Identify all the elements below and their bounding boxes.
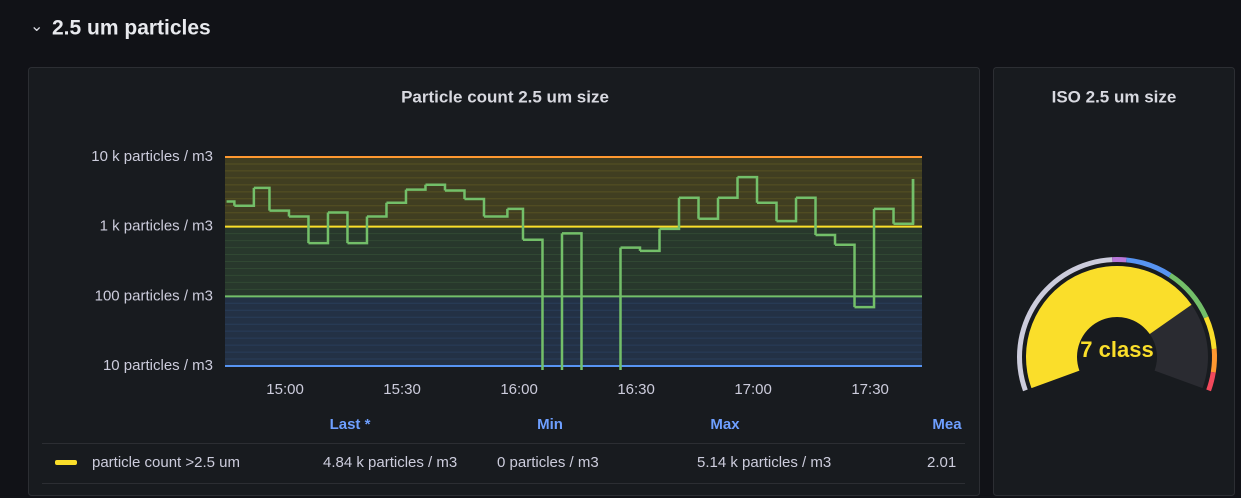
- line-step: [253, 186, 271, 211]
- line-step: [425, 183, 447, 191]
- line-step: [737, 175, 759, 203]
- gauge-threshold: [1168, 273, 1209, 319]
- threshold-band: [225, 296, 922, 366]
- line-step: [483, 208, 509, 218]
- plot-area: [225, 156, 922, 370]
- legend-column-header[interactable]: Last *: [330, 416, 371, 433]
- line-step: [659, 197, 681, 231]
- line-step: [776, 197, 798, 223]
- row-title[interactable]: 2.5 um particles: [52, 17, 211, 40]
- line-step: [796, 196, 817, 235]
- legend-series-name: particle count >2.5 um: [92, 454, 240, 471]
- threshold-band: [225, 157, 922, 227]
- y-tick-label: 1 k particles / m3: [100, 218, 213, 235]
- line-step: [464, 197, 486, 217]
- x-tick-label: 15:30: [383, 381, 421, 398]
- line-step: [640, 228, 661, 253]
- x-tick-label: 17:00: [734, 381, 772, 398]
- x-tick-label: 16:30: [617, 381, 655, 398]
- line-step: [874, 207, 895, 224]
- line-step: [405, 184, 427, 191]
- legend-swatch: [55, 460, 77, 465]
- line-step: [835, 243, 856, 308]
- line-step: [507, 207, 525, 240]
- gauge-value: [1025, 265, 1192, 389]
- line-step: [288, 215, 310, 244]
- legend-column-header[interactable]: Max: [710, 416, 740, 433]
- panel-title[interactable]: ISO 2.5 um size: [1052, 87, 1177, 106]
- legend-column-header[interactable]: Min: [537, 416, 563, 433]
- graph-panel: [28, 67, 980, 496]
- x-tick-label: 15:00: [266, 381, 304, 398]
- line-step: [444, 189, 466, 199]
- y-tick-label: 100 particles / m3: [95, 287, 213, 304]
- row-chevron[interactable]: ⌄: [30, 18, 43, 35]
- y-tick-label: 10 k particles / m3: [91, 148, 213, 165]
- overlay: 10 k particles / m3 1 k particles / m3 100…: [55, 148, 1217, 471]
- line-step: [560, 233, 564, 370]
- line-step: [347, 216, 369, 245]
- legend-cell: 2.01: [927, 454, 956, 471]
- legend-cell: 4.84 k particles / m3: [323, 454, 457, 471]
- legend-cell: 5.14 k particles / m3: [697, 454, 831, 471]
- line-step: [757, 201, 778, 222]
- line-step: [815, 233, 837, 245]
- gauge-threshold: [1112, 257, 1127, 263]
- x-tick-label: 16:00: [500, 381, 538, 398]
- line-step: [679, 196, 700, 219]
- line-step: [522, 238, 544, 370]
- line-step: [718, 177, 739, 200]
- line-step: [226, 200, 236, 206]
- line-step: [366, 202, 388, 218]
- gauge-threshold: [1210, 348, 1217, 373]
- line-step: [234, 187, 256, 207]
- line-step: [386, 189, 408, 205]
- gauge-value-label: 7 class: [1080, 337, 1153, 362]
- y-tick-label: 10 particles / m3: [103, 357, 213, 374]
- gauge-threshold: [1126, 257, 1172, 278]
- panel-title[interactable]: Particle count 2.5 um size: [401, 87, 609, 106]
- gauge-threshold: [1206, 371, 1216, 392]
- line-step: [327, 211, 349, 244]
- gauge-threshold: [1203, 316, 1217, 350]
- threshold-band: [225, 226, 922, 297]
- line-step: [698, 197, 720, 220]
- line-step: [561, 232, 583, 370]
- legend-column-header[interactable]: Mea: [932, 416, 962, 433]
- line-step: [854, 208, 876, 309]
- legend-cell: 0 particles / m3: [497, 454, 599, 471]
- line-step: [308, 212, 330, 245]
- line-step: [269, 209, 291, 217]
- x-tick-label: 17:30: [851, 381, 889, 398]
- line-step: [619, 247, 622, 370]
